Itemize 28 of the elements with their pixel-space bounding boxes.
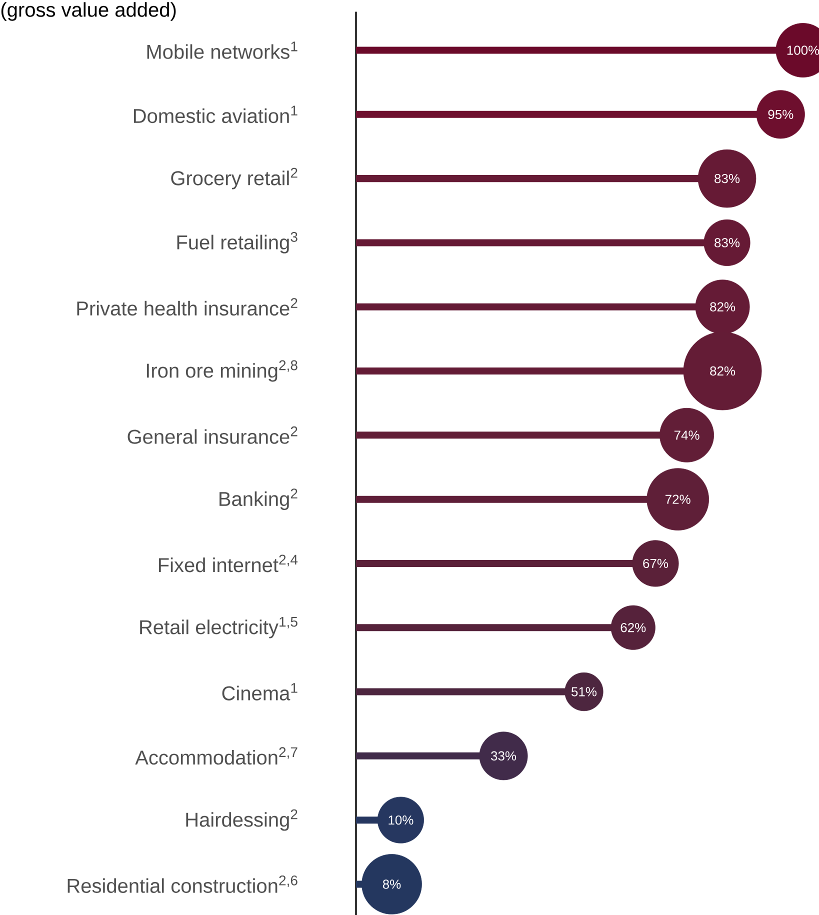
data-label: 82% xyxy=(710,302,736,312)
text: (gross value added) xyxy=(1,2,176,21)
y-tick-label: Private health insurance$^{2}$ xyxy=(77,298,298,316)
data-label: 62% xyxy=(620,623,646,632)
data-label: 72% xyxy=(666,494,690,504)
data-label: 82% xyxy=(710,366,736,376)
data-label: 33% xyxy=(491,751,516,761)
y-tick-label: Accommodation$^{2,7}$ xyxy=(135,747,298,765)
data-label: 51% xyxy=(571,687,597,696)
data-label: 10% xyxy=(388,815,414,825)
y-tick-label: Cinema$^{1}$ xyxy=(222,683,298,700)
data-label: 100% xyxy=(787,46,819,55)
y-tick-label: Fuel retailing$^{3}$ xyxy=(177,232,298,254)
data-label: 83% xyxy=(714,238,740,248)
data-label: 83% xyxy=(714,174,740,184)
y-tick-label: Mobile networks$^{1}$ xyxy=(147,42,298,59)
y-tick-label: Hairdessing$^{2}$ xyxy=(186,809,298,831)
y-tick-label: Domestic aviation$^{1}$ xyxy=(134,106,298,124)
y-tick-label: Retail electricity$^{1,5}$ xyxy=(140,616,298,638)
data-label: 67% xyxy=(643,558,668,568)
y-tick-label: Banking$^{2}$ xyxy=(220,488,298,510)
data-label: 74% xyxy=(674,430,700,440)
y-tick-label: Iron ore mining$^{2,8}$ xyxy=(146,360,298,382)
data-label: 95% xyxy=(768,110,794,119)
y-tick-label: Fixed internet$^{2,4}$ xyxy=(158,554,298,572)
y-tick-label: Grocery retail$^{2}$ xyxy=(171,168,298,190)
y-tick-label: Residential construction$^{2,6}$ xyxy=(68,875,298,893)
y-tick-label: General insurance$^{2}$ xyxy=(128,426,298,444)
